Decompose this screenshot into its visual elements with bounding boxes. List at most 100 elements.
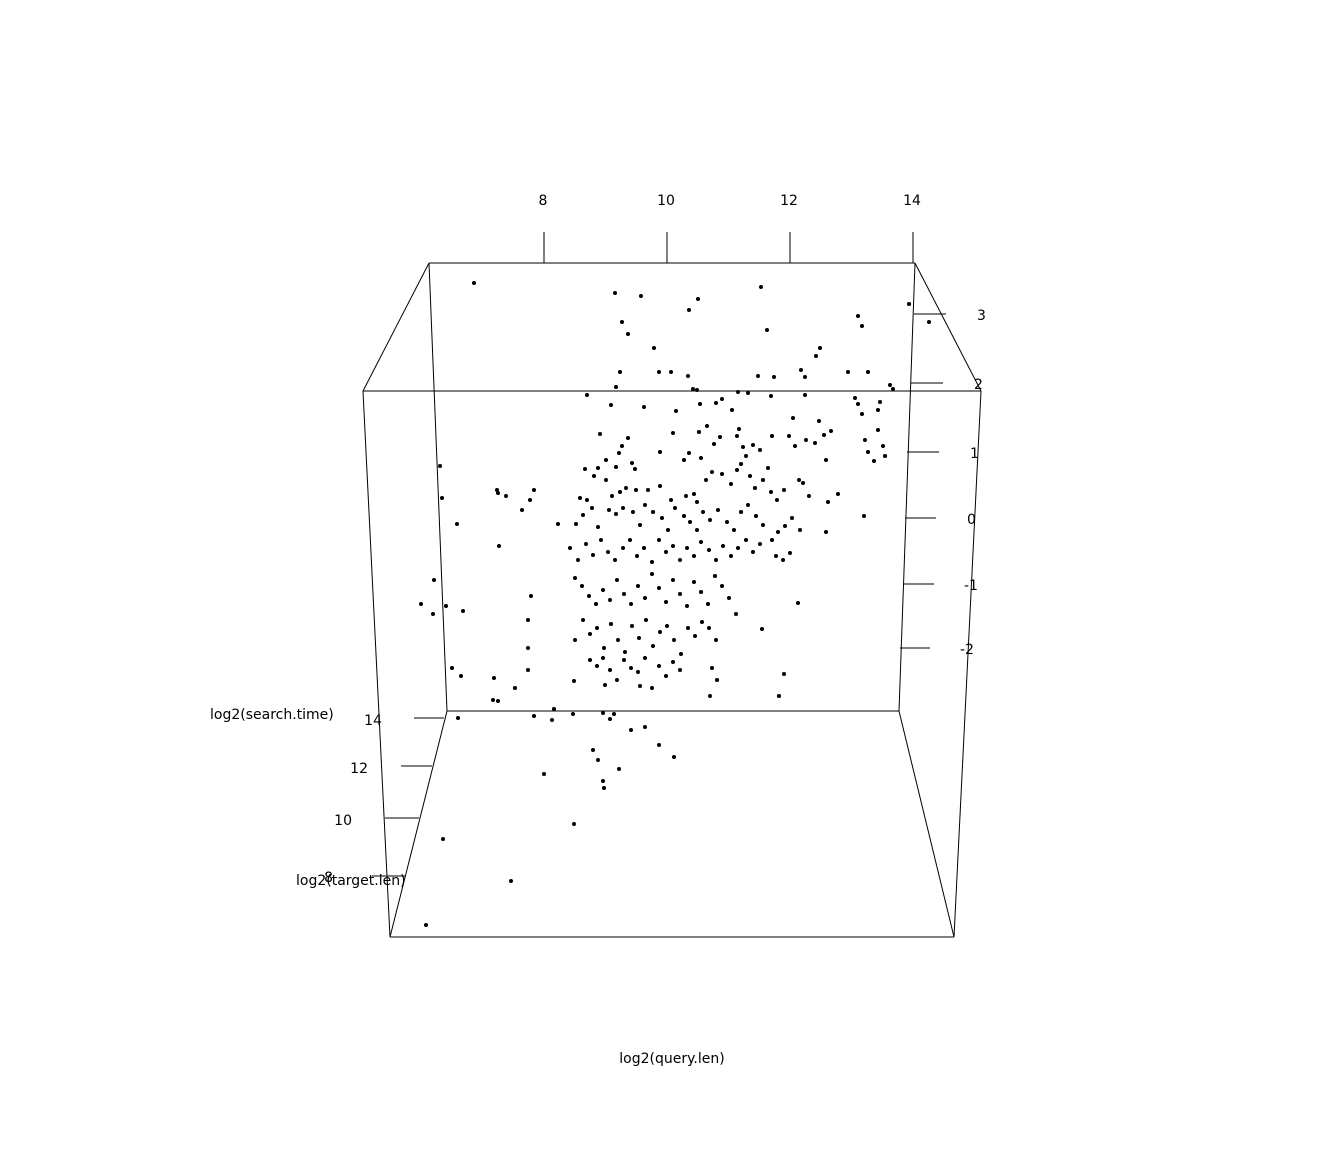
data-point <box>419 602 423 606</box>
data-point <box>581 513 585 517</box>
data-point <box>710 666 714 670</box>
data-point <box>754 514 758 518</box>
data-point <box>496 699 500 703</box>
data-point <box>699 590 703 594</box>
data-point <box>846 370 850 374</box>
data-point <box>630 461 634 465</box>
data-point <box>584 542 588 546</box>
data-point <box>472 281 476 285</box>
data-point <box>737 427 741 431</box>
data-point <box>591 553 595 557</box>
data-point <box>720 472 724 476</box>
data-point <box>796 601 800 605</box>
box-back-left <box>428 262 448 712</box>
data-point <box>671 431 675 435</box>
data-point <box>758 448 762 452</box>
data-point <box>504 494 508 498</box>
data-point <box>658 630 662 634</box>
data-point <box>751 550 755 554</box>
data-point <box>770 538 774 542</box>
data-point <box>626 436 630 440</box>
data-point <box>602 786 606 790</box>
data-point <box>571 712 575 716</box>
data-point <box>646 488 650 492</box>
data-point <box>599 538 603 542</box>
data-point <box>672 638 676 642</box>
data-point <box>704 478 708 482</box>
data-point <box>678 592 682 596</box>
data-point <box>824 530 828 534</box>
data-point <box>615 678 619 682</box>
data-point <box>638 684 642 688</box>
data-point <box>556 522 560 526</box>
data-point <box>685 604 689 608</box>
data-point <box>497 544 501 548</box>
data-point <box>856 314 860 318</box>
data-point <box>634 488 638 492</box>
data-point <box>629 602 633 606</box>
data-point <box>700 620 704 624</box>
data-point <box>617 451 621 455</box>
data-point <box>881 444 885 448</box>
data-point <box>907 302 911 306</box>
box-front-left <box>362 390 391 938</box>
data-point <box>657 664 661 668</box>
x-tick-label: 8 <box>539 193 548 209</box>
data-point <box>758 542 762 546</box>
data-point <box>822 433 826 437</box>
y-axis: 14 12 10 8 log2(target.len) <box>296 713 444 889</box>
data-point <box>706 602 710 606</box>
data-point <box>878 400 882 404</box>
data-point <box>695 500 699 504</box>
data-point <box>618 490 622 494</box>
data-point <box>630 624 634 628</box>
data-point <box>596 525 600 529</box>
data-point <box>856 402 860 406</box>
data-point <box>532 714 536 718</box>
data-point <box>613 558 617 562</box>
data-point <box>608 717 612 721</box>
data-point <box>440 496 444 500</box>
data-point <box>787 434 791 438</box>
data-point <box>863 438 867 442</box>
data-point <box>658 484 662 488</box>
data-point <box>618 370 622 374</box>
data-point <box>604 478 608 482</box>
data-point <box>797 478 801 482</box>
data-point <box>671 660 675 664</box>
data-point <box>644 618 648 622</box>
data-point <box>803 393 807 397</box>
data-point <box>664 674 668 678</box>
data-point <box>587 594 591 598</box>
data-point <box>581 618 585 622</box>
data-point <box>658 450 662 454</box>
data-point <box>624 486 628 490</box>
data-point <box>674 409 678 413</box>
data-point <box>684 494 688 498</box>
data-point <box>769 490 773 494</box>
data-point <box>628 538 632 542</box>
data-point <box>744 454 748 458</box>
data-point <box>620 444 624 448</box>
data-point <box>432 578 436 582</box>
data-point <box>734 612 738 616</box>
data-point <box>739 462 743 466</box>
data-point <box>607 508 611 512</box>
plot-box <box>362 262 982 938</box>
data-point <box>715 678 719 682</box>
data-point <box>860 412 864 416</box>
data-point <box>729 554 733 558</box>
data-point <box>636 670 640 674</box>
data-point <box>456 716 460 720</box>
data-point <box>693 634 697 638</box>
data-point <box>697 430 701 434</box>
data-point <box>692 492 696 496</box>
data-point <box>783 524 787 528</box>
data-point <box>729 482 733 486</box>
data-point <box>520 508 524 512</box>
data-point <box>623 650 627 654</box>
data-point <box>601 779 605 783</box>
data-point <box>626 332 630 336</box>
data-point <box>461 609 465 613</box>
